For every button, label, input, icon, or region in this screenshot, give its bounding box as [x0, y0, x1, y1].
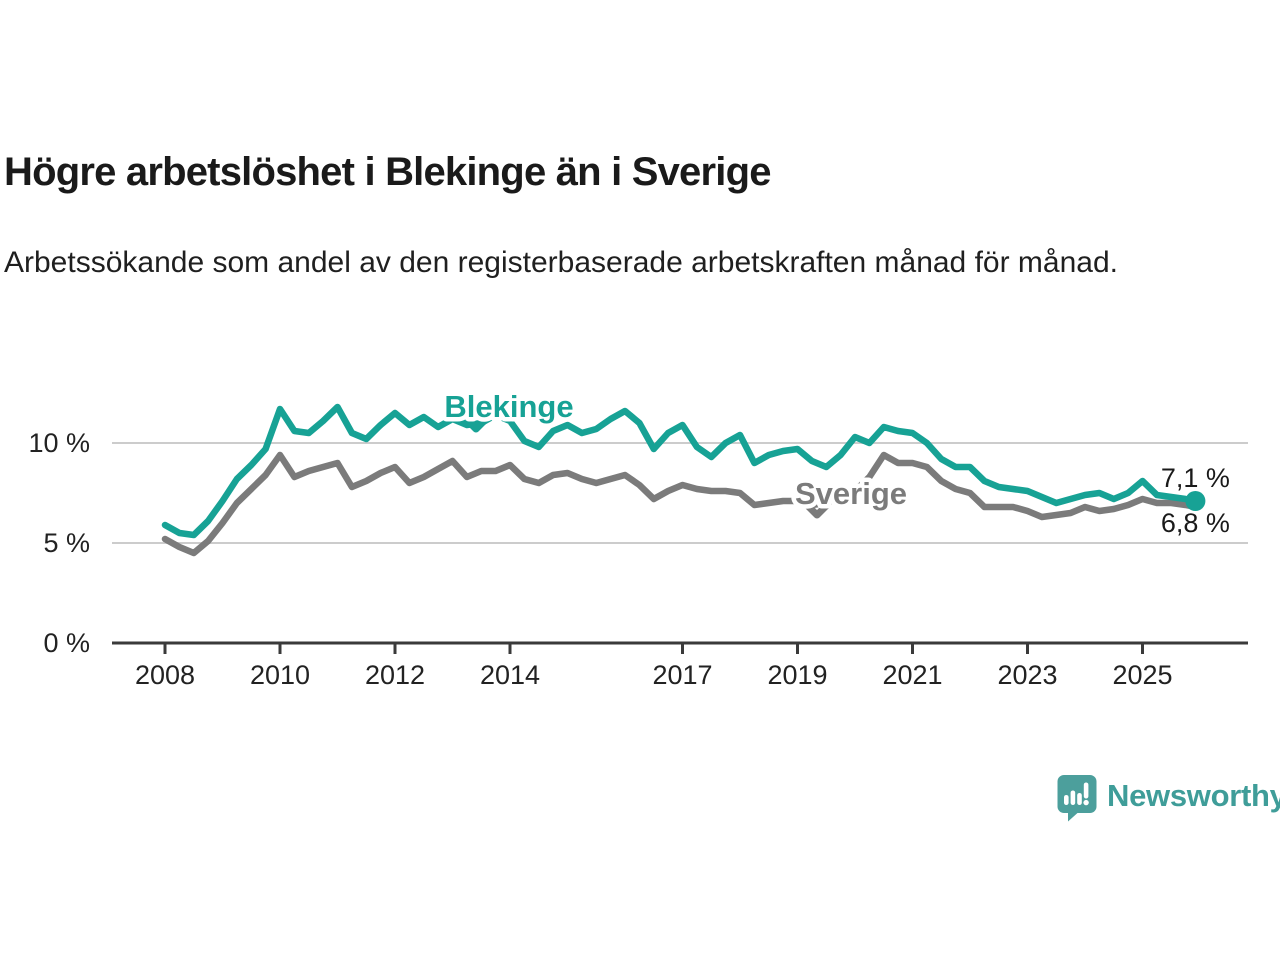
logo-exclamation-dot — [1083, 799, 1089, 806]
x-tick-label: 2025 — [1112, 660, 1172, 690]
x-tick-label: 2014 — [480, 660, 540, 690]
end-value-label-blekinge: 7,1 % — [1161, 463, 1230, 493]
newsworthy-logo-icon — [1057, 775, 1097, 822]
x-tick-label: 2010 — [250, 660, 310, 690]
logo-exclamation-bar — [1083, 782, 1089, 799]
series-line-sverige — [161, 451, 1199, 557]
y-tick-label: 5 % — [43, 528, 90, 558]
series-line-blekinge — [161, 403, 1199, 539]
series-end-dot-blekinge — [1185, 491, 1206, 511]
logo-bar-1 — [1064, 795, 1069, 805]
x-tick-label: 2012 — [365, 660, 425, 690]
y-tick-label: 10 % — [28, 428, 90, 458]
chart-subtitle: Arbetssökande som andel av den registerb… — [4, 246, 1118, 279]
x-tick-label: 2021 — [882, 660, 942, 690]
x-tick-label: 2019 — [767, 660, 827, 690]
chevron-down-icon — [804, 502, 830, 519]
series-label-sverige: Sverige — [795, 476, 907, 511]
chevron-down-icon — [463, 416, 489, 433]
logo-bar-2 — [1070, 790, 1076, 805]
logo-bar-3 — [1077, 793, 1082, 805]
end-value-label-sverige: 6,8 % — [1161, 508, 1230, 538]
x-tick-label: 2023 — [997, 660, 1057, 690]
y-tick-label: 0 % — [43, 628, 90, 658]
x-tick-label: 2017 — [652, 660, 712, 690]
chart-title: Högre arbetslöshet i Blekinge än i Sveri… — [4, 150, 771, 194]
newsworthy-logo: Newsworthy — [1056, 774, 1280, 822]
x-tick-label: 2008 — [135, 660, 195, 690]
series-label-blekinge: Blekinge — [444, 389, 573, 424]
speech-bubble-shape — [1057, 775, 1097, 822]
newsworthy-logo-text: Newsworthy — [1107, 778, 1280, 813]
